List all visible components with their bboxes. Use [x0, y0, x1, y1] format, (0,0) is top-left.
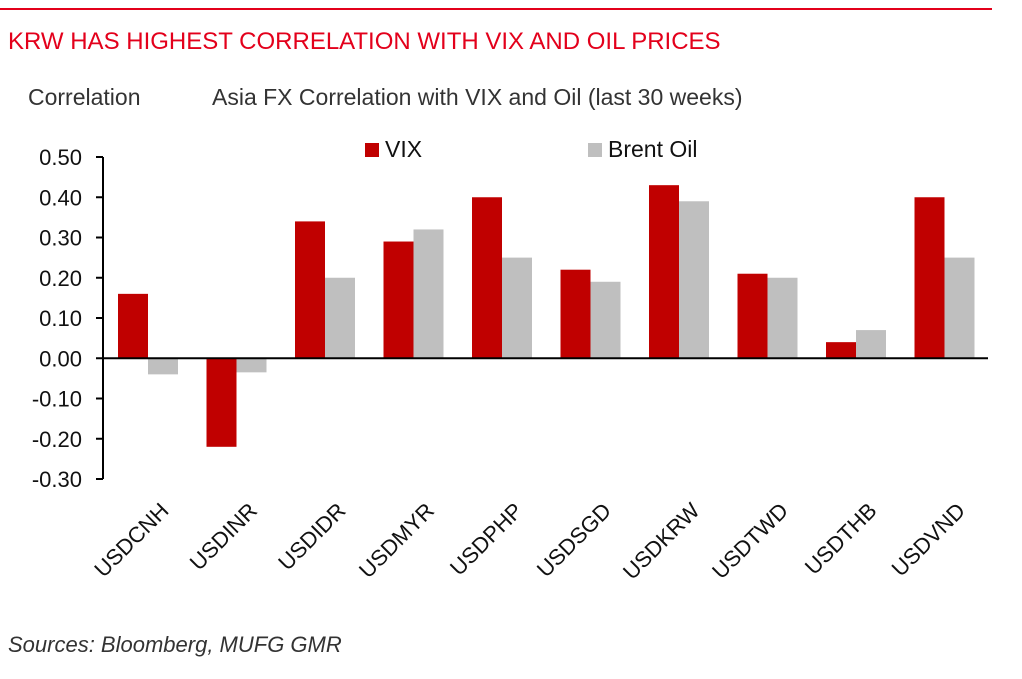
- category-label-usdsgd: USDSGD: [532, 498, 616, 582]
- bar-vix-usdinr: [206, 358, 237, 447]
- bar-vix-usdvnd: [914, 197, 945, 359]
- y-tick-label: 0.30: [39, 226, 82, 251]
- legend-label-vix: VIX: [385, 136, 422, 162]
- bar-oil-usdthb: [856, 330, 886, 359]
- bar-vix-usdthb: [826, 342, 856, 359]
- bar-oil-usdphp: [502, 257, 532, 359]
- category-label-usdtwd: USDTWD: [707, 498, 793, 584]
- category-label-usdvnd: USDVND: [887, 498, 970, 581]
- category-label-usdinr: USDINR: [185, 498, 262, 575]
- bar-oil-usdidr: [325, 277, 355, 359]
- category-label-usdcnh: USDCNH: [89, 498, 173, 582]
- bar-oil-usdcnh: [148, 358, 178, 375]
- bar-vix-usdtwd: [737, 273, 768, 359]
- y-tick-label: 0.10: [39, 306, 82, 331]
- y-tick-label: -0.30: [32, 467, 82, 492]
- category-label-usdkrw: USDKRW: [618, 498, 705, 585]
- bar-oil-usdsgd: [590, 281, 621, 359]
- y-tick-label: 0.50: [39, 145, 82, 170]
- chart-title: Asia FX Correlation with VIX and Oil (la…: [212, 84, 743, 110]
- top-rule: [0, 8, 992, 10]
- y-tick-label: 0.40: [39, 185, 82, 210]
- bar-vix-usdmyr: [383, 241, 414, 359]
- bar-oil-usdmyr: [413, 229, 444, 359]
- legend-label-oil: Brent Oil: [608, 136, 697, 162]
- bar-oil-usdinr: [236, 358, 267, 373]
- y-tick-label: -0.20: [32, 427, 82, 452]
- bar-oil-usdtwd: [767, 277, 798, 359]
- bar-vix-usdidr: [295, 221, 325, 359]
- category-label-usdphp: USDPHP: [445, 498, 528, 581]
- bar-vix-usdphp: [472, 197, 502, 359]
- y-tick-label: 0.00: [39, 346, 82, 371]
- bar-oil-usdkrw: [679, 201, 709, 359]
- legend-swatch-oil: [588, 143, 602, 157]
- category-label-usdmyr: USDMYR: [354, 498, 439, 583]
- bar-vix-usdkrw: [649, 185, 679, 359]
- headline: KRW HAS HIGHEST CORRELATION WITH VIX AND…: [8, 28, 721, 55]
- category-label-usdidr: USDIDR: [273, 498, 350, 575]
- legend-swatch-vix: [365, 143, 379, 157]
- bar-vix-usdsgd: [560, 269, 591, 359]
- y-tick-label: 0.20: [39, 266, 82, 291]
- bar-vix-usdcnh: [118, 293, 148, 359]
- category-label-usdthb: USDTHB: [800, 498, 882, 580]
- y-tick-label: -0.10: [32, 387, 82, 412]
- bar-oil-usdvnd: [944, 257, 975, 359]
- source-note: Sources: Bloomberg, MUFG GMR: [8, 632, 342, 657]
- y-axis-label: Correlation: [28, 84, 141, 110]
